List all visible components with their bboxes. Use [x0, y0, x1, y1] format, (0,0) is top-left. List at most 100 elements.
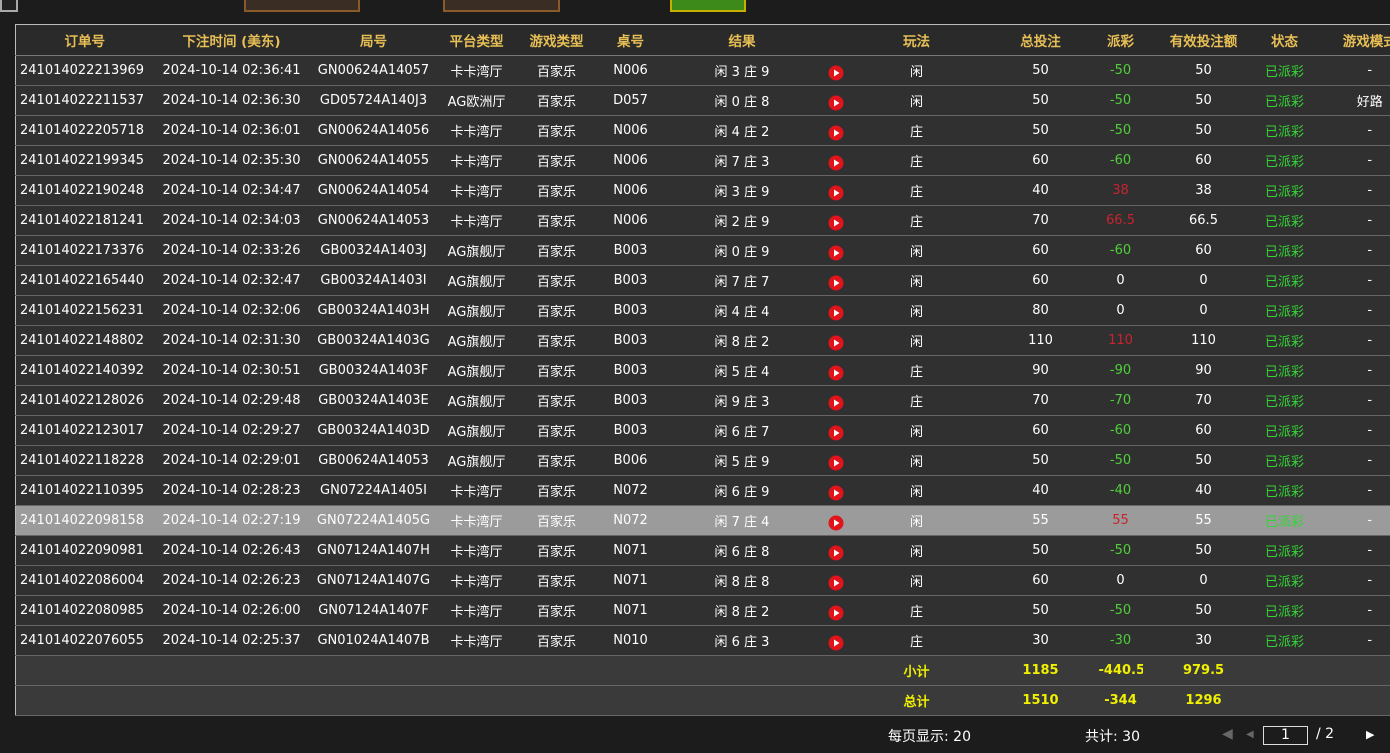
play: 闲 — [850, 475, 983, 506]
valid-bet: 979.5 — [1142, 655, 1265, 686]
replay-icon[interactable] — [828, 305, 844, 321]
game-mode: - — [1304, 475, 1390, 506]
platform: AG旗舰厅 — [437, 385, 516, 416]
result: 闲 4 庄 2 — [663, 115, 821, 146]
replay-icon[interactable] — [828, 155, 844, 171]
table-id: B003 — [597, 385, 664, 416]
bet-time: 2024-10-14 02:28:23 — [153, 475, 310, 506]
replay-icon[interactable] — [828, 485, 844, 501]
date-button[interactable] — [443, 0, 560, 12]
video-cell — [820, 295, 851, 326]
result: 闲 6 庄 3 — [663, 625, 821, 656]
first-page[interactable]: ◀ — [1222, 726, 1233, 742]
total-bet: 50 — [982, 445, 1099, 476]
next-page[interactable]: ▶ — [1366, 728, 1375, 741]
order-id: 241014022199345 — [15, 145, 154, 176]
result: 闲 3 庄 9 — [663, 55, 821, 86]
record-row: 241014022173376 2024-10-14 02:33:26 GB0032… — [15, 235, 1390, 266]
result: 闲 0 庄 8 — [663, 85, 821, 116]
column-header: 结果 — [663, 24, 821, 56]
record-row: 241014022076055 2024-10-14 02:25:37 GN0102… — [15, 625, 1390, 656]
round-id: GB00624A14053 — [309, 445, 438, 476]
record-row: 241014022181241 2024-10-14 02:34:03 GN0062… — [15, 205, 1390, 236]
replay-icon[interactable] — [828, 395, 844, 411]
status: 已派彩 — [1264, 475, 1305, 506]
result: 闲 6 庄 7 — [663, 415, 821, 446]
play: 闲 — [850, 565, 983, 596]
column-header: 局号 — [309, 24, 438, 56]
game-type: 百家乐 — [515, 55, 598, 86]
page-input[interactable]: 1 — [1263, 726, 1308, 745]
replay-icon[interactable] — [828, 245, 844, 261]
game-type: 百家乐 — [515, 235, 598, 266]
valid-bet: 50 — [1142, 115, 1265, 146]
replay-icon[interactable] — [828, 365, 844, 381]
bet-time: 2024-10-14 02:26:43 — [153, 535, 310, 566]
valid-bet: 50 — [1142, 595, 1265, 626]
replay-icon[interactable] — [828, 545, 844, 561]
total-bet: 60 — [982, 415, 1099, 446]
search-button[interactable] — [670, 0, 746, 12]
record-row: 241014022098158 2024-10-14 02:27:19 GN0722… — [15, 505, 1390, 536]
table-id: N072 — [597, 475, 664, 506]
round-id: GN07224A1405I — [309, 475, 438, 506]
play: 庄 — [850, 145, 983, 176]
prev-page[interactable]: ◀ — [1246, 729, 1254, 740]
calendar-icon[interactable] — [0, 0, 18, 12]
order-id: 241014022173376 — [15, 235, 154, 266]
round-id: GN07224A1405G — [309, 505, 438, 536]
status: 已派彩 — [1264, 445, 1305, 476]
play: 闲 — [850, 295, 983, 326]
replay-icon[interactable] — [828, 425, 844, 441]
valid-bet: 50 — [1142, 55, 1265, 86]
date-button[interactable] — [244, 0, 360, 12]
table-id: N006 — [597, 145, 664, 176]
replay-icon[interactable] — [828, 605, 844, 621]
summary-label: 总计 — [850, 685, 983, 716]
table-id: N006 — [597, 55, 664, 86]
empty-cell — [515, 655, 598, 686]
replay-icon[interactable] — [828, 635, 844, 651]
payout: -90 — [1098, 355, 1143, 386]
valid-bet: 60 — [1142, 145, 1265, 176]
replay-icon[interactable] — [828, 125, 844, 141]
empty-cell — [437, 655, 516, 686]
payout: 0 — [1098, 565, 1143, 596]
round-id: GN00624A14056 — [309, 115, 438, 146]
replay-icon[interactable] — [828, 335, 844, 351]
video-cell — [820, 595, 851, 626]
status: 已派彩 — [1264, 505, 1305, 536]
replay-icon[interactable] — [828, 515, 844, 531]
replay-icon[interactable] — [828, 185, 844, 201]
game-type: 百家乐 — [515, 625, 598, 656]
video-cell — [820, 565, 851, 596]
replay-icon[interactable] — [828, 65, 844, 81]
game-mode: - — [1304, 115, 1390, 146]
replay-icon[interactable] — [828, 215, 844, 231]
order-id: 241014022205718 — [15, 115, 154, 146]
record-row: 241014022090981 2024-10-14 02:26:43 GN0712… — [15, 535, 1390, 566]
empty-cell — [309, 655, 438, 686]
toolbar — [0, 0, 1390, 24]
total-bet: 30 — [982, 625, 1099, 656]
game-type: 百家乐 — [515, 505, 598, 536]
replay-icon[interactable] — [828, 575, 844, 591]
bet-time: 2024-10-14 02:32:47 — [153, 265, 310, 296]
game-type: 百家乐 — [515, 295, 598, 326]
result: 闲 7 庄 4 — [663, 505, 821, 536]
result: 闲 8 庄 2 — [663, 325, 821, 356]
replay-icon[interactable] — [828, 275, 844, 291]
video-cell — [820, 505, 851, 536]
total-bet: 90 — [982, 355, 1099, 386]
game-type: 百家乐 — [515, 475, 598, 506]
table-id: N010 — [597, 625, 664, 656]
result: 闲 4 庄 4 — [663, 295, 821, 326]
record-row: 241014022211537 2024-10-14 02:36:30 GD0572… — [15, 85, 1390, 116]
platform: AG旗舰厅 — [437, 325, 516, 356]
replay-icon[interactable] — [828, 95, 844, 111]
status: 已派彩 — [1264, 85, 1305, 116]
replay-icon[interactable] — [828, 455, 844, 471]
record-row: 241014022156231 2024-10-14 02:32:06 GB0032… — [15, 295, 1390, 326]
video-cell — [820, 445, 851, 476]
record-row: 241014022086004 2024-10-14 02:26:23 GN0712… — [15, 565, 1390, 596]
